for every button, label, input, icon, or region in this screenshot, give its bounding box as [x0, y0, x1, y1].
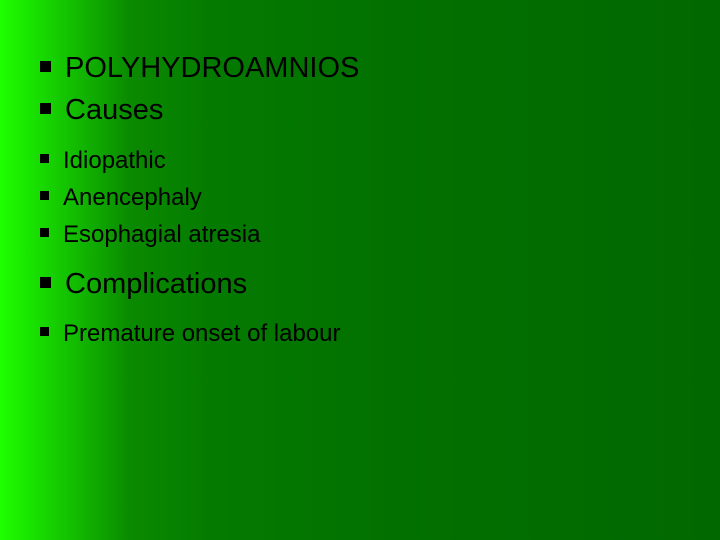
square-bullet-icon	[40, 154, 49, 163]
list-item: Idiopathic	[40, 145, 680, 176]
bullet-text: Esophagial atresia	[63, 219, 260, 250]
bullet-text: Complications	[65, 266, 247, 302]
list-item: Causes	[40, 92, 680, 128]
list-item: Anencephaly	[40, 182, 680, 213]
bullet-text: Premature onset of labour	[63, 318, 341, 349]
square-bullet-icon	[40, 103, 51, 114]
list-item: Premature onset of labour	[40, 318, 680, 349]
list-item: POLYHYDROAMNIOS	[40, 50, 680, 86]
bullet-text: POLYHYDROAMNIOS	[65, 50, 359, 86]
bullet-text: Causes	[65, 92, 163, 128]
square-bullet-icon	[40, 327, 49, 336]
list-item: Esophagial atresia	[40, 219, 680, 250]
square-bullet-icon	[40, 61, 51, 72]
square-bullet-icon	[40, 191, 49, 200]
bullet-text: Anencephaly	[63, 182, 202, 213]
square-bullet-icon	[40, 228, 49, 237]
square-bullet-icon	[40, 277, 51, 288]
list-item: Complications	[40, 266, 680, 302]
bullet-text: Idiopathic	[63, 145, 166, 176]
slide: POLYHYDROAMNIOS Causes Idiopathic Anence…	[0, 0, 720, 540]
